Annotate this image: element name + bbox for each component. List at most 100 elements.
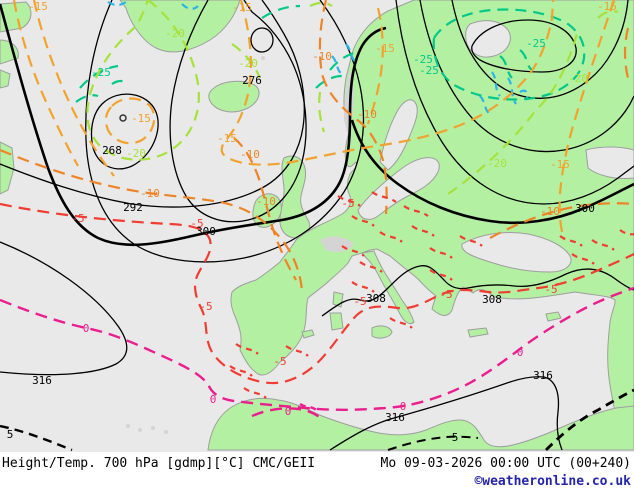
isotherm-15-east [558, 0, 616, 241]
copyright-link[interactable]: ©weatheronline.co.uk [474, 474, 631, 489]
frag [389, 317, 413, 329]
contour-label: 276 [242, 74, 262, 87]
isotherm-5-south [387, 435, 479, 451]
contour-label: -5 [199, 300, 212, 313]
low-center-marker [119, 114, 127, 122]
contour-label: -10 [540, 205, 560, 218]
isotherm-15-low-loop [104, 97, 156, 145]
frag [351, 215, 375, 227]
land-africa [207, 397, 634, 451]
frag [235, 343, 259, 355]
contour-russia-closed [471, 19, 577, 73]
frag [285, 345, 309, 357]
island-balearic [301, 329, 315, 339]
isotherm-15-west-a [32, 0, 115, 177]
isotherm-25-frag [329, 50, 359, 71]
frag [371, 191, 397, 203]
contour-label: 5 [7, 428, 14, 441]
contour-316-africa [329, 376, 563, 451]
isotherm-25-frag [111, 79, 129, 85]
contour-label: 268 [102, 144, 122, 157]
contour-label: -15 [550, 158, 570, 171]
isotherm-30-frag [181, 3, 199, 10]
contour-label: -5 [190, 217, 203, 230]
isotherm-zero-layer [0, 286, 634, 420]
contour-label: -15 [232, 1, 252, 14]
isotherm-plus5-layer [0, 388, 634, 452]
datetime-label: Mo 09-03-2026 00:00 UTC (00+240) [380, 456, 631, 471]
frag [559, 235, 583, 247]
isotherm-25-frag [519, 49, 533, 71]
terrain-canary [164, 430, 168, 434]
sea-bothnia [379, 99, 418, 171]
land-canada-fragment [0, 1, 32, 33]
frag [341, 245, 365, 257]
isotherm-25-frag [499, 55, 513, 79]
height-contours-thin [0, 0, 634, 451]
isotherm-30-frag [479, 95, 491, 115]
isotherm-20-iceland-arc [231, 43, 262, 79]
isotherm-minus20-layer [86, 0, 619, 195]
isotherm-20-frag [309, 1, 333, 7]
contour-268 [90, 93, 159, 170]
isotherm-30-frag [345, 43, 357, 63]
terrain-faroe [261, 56, 265, 60]
isotherm-5-main [0, 202, 634, 385]
contour-label: -10 [140, 187, 160, 200]
sea-baltic [357, 157, 440, 220]
contour-label: 308 [482, 293, 502, 306]
contour-russia-1 [451, 0, 629, 99]
contour-label: -10 [312, 50, 332, 63]
isotherm-5-southeast [545, 388, 634, 451]
contour-label: -15 [28, 0, 48, 13]
contour-label: 300 [196, 225, 216, 238]
contour-label: 316 [385, 411, 405, 424]
contour-292 [0, 0, 305, 208]
frag [403, 205, 429, 217]
frag [591, 239, 615, 251]
isotherm-15-norway [366, 7, 384, 125]
land-canada-fragment [0, 69, 11, 89]
contour-300-atlantic [0, 3, 387, 247]
contour-russia-3 [395, 0, 634, 205]
isotherm-15-west-b [12, 0, 79, 167]
contour-label: -10 [256, 195, 276, 208]
isotherm-10-atlantic [0, 148, 304, 291]
contour-316-trough [0, 241, 128, 376]
isotherm-10-frag [623, 27, 630, 79]
frag [229, 365, 253, 377]
contour-label: -5 [544, 283, 557, 296]
sea-right-edge [585, 146, 634, 179]
frag [351, 281, 375, 293]
contour-label: -5 [273, 355, 286, 368]
contour-label: -15 [375, 42, 395, 55]
isotherm-30-frag [331, 55, 343, 75]
contour-label: 5 [452, 431, 459, 444]
contour-label: -5 [439, 288, 452, 301]
frag [429, 247, 453, 259]
frag [243, 387, 267, 399]
sea-white [465, 20, 511, 58]
contour-308-mediterranean [321, 265, 634, 317]
isotherm-20-frag [318, 91, 326, 133]
contour-label: -10 [357, 108, 377, 121]
inland-sea-layer [357, 20, 634, 273]
isotherm-5-fragments [229, 191, 634, 399]
isotherm-20-frag [597, 10, 619, 19]
isotherm-25-russia-loop [432, 8, 586, 101]
contour-label: -25 [419, 64, 439, 77]
forecast-map: 268 276 292 300 300 308 308 316 316 316 5 5 -15 -15 -1… [0, 0, 634, 452]
contour-276 [169, 0, 307, 223]
contour-label: 0 [517, 346, 524, 359]
land-iceland [208, 80, 260, 113]
contour-label: -25 [91, 66, 111, 79]
isotherm-minus15-layer [12, 0, 616, 241]
contour-label: 0 [400, 400, 407, 413]
frag [411, 225, 435, 237]
contour-label: -20 [487, 157, 507, 170]
contour-label: 316 [32, 374, 52, 387]
frag [459, 235, 483, 247]
contour-label: -20 [126, 147, 146, 160]
